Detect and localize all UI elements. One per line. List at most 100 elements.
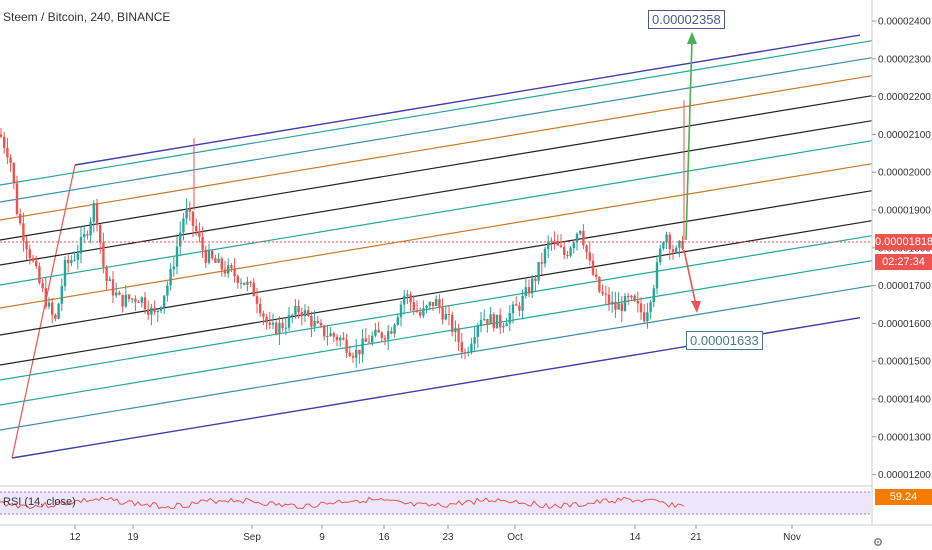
candle-body — [377, 329, 380, 333]
candle-body — [275, 322, 278, 335]
candle-body — [479, 320, 483, 326]
fork-upper-bound[interactable] — [74, 34, 861, 166]
candle-body — [441, 307, 444, 320]
candle-body — [159, 307, 163, 311]
candle-body — [358, 349, 361, 355]
rsi-line — [0, 496, 685, 510]
time-tick-label: 21 — [690, 532, 702, 543]
candle-body — [147, 309, 150, 315]
fork-median-line[interactable] — [0, 40, 873, 186]
settings-gear-icon[interactable] — [872, 536, 884, 548]
candle-body — [361, 338, 364, 355]
candle-body — [659, 248, 662, 263]
candle-body — [559, 245, 563, 247]
candle-body — [41, 282, 44, 289]
time-axis[interactable]: 12 19 Sep 9 16 23 Oct 14 21 Nov — [69, 525, 801, 543]
candle-body — [79, 236, 83, 254]
candle-body — [307, 310, 310, 316]
fork-median-line[interactable] — [0, 120, 873, 266]
candle-body — [511, 304, 515, 314]
candle-body — [284, 327, 287, 329]
candlestick-series — [0, 100, 685, 368]
candle-body — [6, 147, 9, 158]
candle-body — [108, 279, 111, 281]
candle-body — [278, 322, 281, 335]
target-high-label[interactable]: 0.00002358 — [648, 10, 725, 29]
candle-body — [51, 302, 54, 315]
candle-body — [111, 279, 115, 296]
candle-body — [470, 343, 473, 352]
candle-body — [182, 218, 185, 233]
candle-body — [607, 294, 611, 305]
candle-body — [620, 303, 623, 311]
candle-body — [214, 258, 217, 263]
candle-body — [547, 241, 550, 249]
candle-body — [662, 242, 665, 249]
fork-median-line[interactable] — [0, 57, 873, 203]
projection-arrows[interactable] — [683, 32, 701, 313]
symbol-title[interactable]: Steem / Bitcoin, 240, BINANCE — [3, 10, 171, 24]
fork-median-line[interactable] — [0, 260, 873, 406]
candle-body — [419, 311, 422, 316]
fork-median-line[interactable] — [0, 75, 873, 221]
candle-body — [678, 240, 681, 248]
candle-body — [502, 325, 505, 328]
candle-body — [563, 246, 566, 256]
fork-median-line[interactable] — [0, 163, 873, 309]
candle-body — [211, 250, 214, 259]
candle-body — [175, 246, 179, 267]
fork-median-line[interactable] — [0, 95, 873, 241]
target-low-label[interactable]: 0.00001633 — [686, 331, 763, 350]
candle-body — [313, 320, 316, 327]
candle-body — [550, 240, 553, 242]
candle-body — [124, 294, 127, 307]
candle-body — [255, 296, 259, 304]
candle-body — [323, 325, 326, 337]
last-price-badge: 0.00001818 — [875, 234, 932, 250]
candle-body — [646, 312, 649, 322]
candle-body — [332, 333, 335, 337]
time-tick-label: 23 — [442, 532, 454, 543]
candle-body — [239, 282, 243, 284]
candle-body — [195, 226, 198, 232]
candle-body — [291, 314, 294, 316]
fork-median-line[interactable] — [0, 140, 873, 286]
price-tick-label: 0.00001500 — [878, 357, 931, 368]
candle-body — [543, 248, 547, 264]
candle-body — [297, 305, 300, 313]
price-tick-label: 0.00002100 — [878, 130, 931, 141]
arrow-down-line[interactable] — [683, 249, 697, 306]
fork-median-line[interactable] — [0, 220, 873, 366]
candle-body — [598, 276, 601, 292]
candle-body — [390, 331, 393, 334]
candle-body — [380, 332, 383, 338]
candle-body — [89, 221, 92, 236]
candle-body — [172, 266, 175, 270]
candle-body — [579, 230, 582, 234]
arrow-up-line[interactable] — [685, 39, 693, 241]
candle-body — [259, 303, 262, 314]
price-tick-label: 0.00002200 — [878, 92, 931, 103]
candle-body — [15, 183, 19, 215]
rsi-value-badge: 59.24 — [875, 489, 932, 505]
candle-body — [495, 314, 499, 329]
candle-body — [604, 293, 607, 295]
candle-body — [265, 316, 268, 323]
fork-handle-left[interactable] — [11, 164, 76, 459]
candle-body — [447, 314, 451, 316]
rsi-indicator-label[interactable]: RSI (14, close) — [3, 496, 76, 508]
candle-body — [476, 325, 479, 337]
fork-median-line[interactable] — [0, 285, 873, 431]
candle-body — [287, 314, 291, 328]
candle-body — [121, 294, 124, 307]
candle-body — [303, 310, 307, 317]
candle-body — [201, 236, 204, 250]
candle-body — [95, 202, 99, 226]
candle-body — [454, 328, 457, 332]
pitchfork-drawing[interactable] — [0, 34, 873, 459]
candle-body — [399, 304, 403, 318]
fork-median-line[interactable] — [0, 235, 873, 381]
candle-body — [463, 352, 467, 354]
candle-body — [153, 307, 156, 313]
